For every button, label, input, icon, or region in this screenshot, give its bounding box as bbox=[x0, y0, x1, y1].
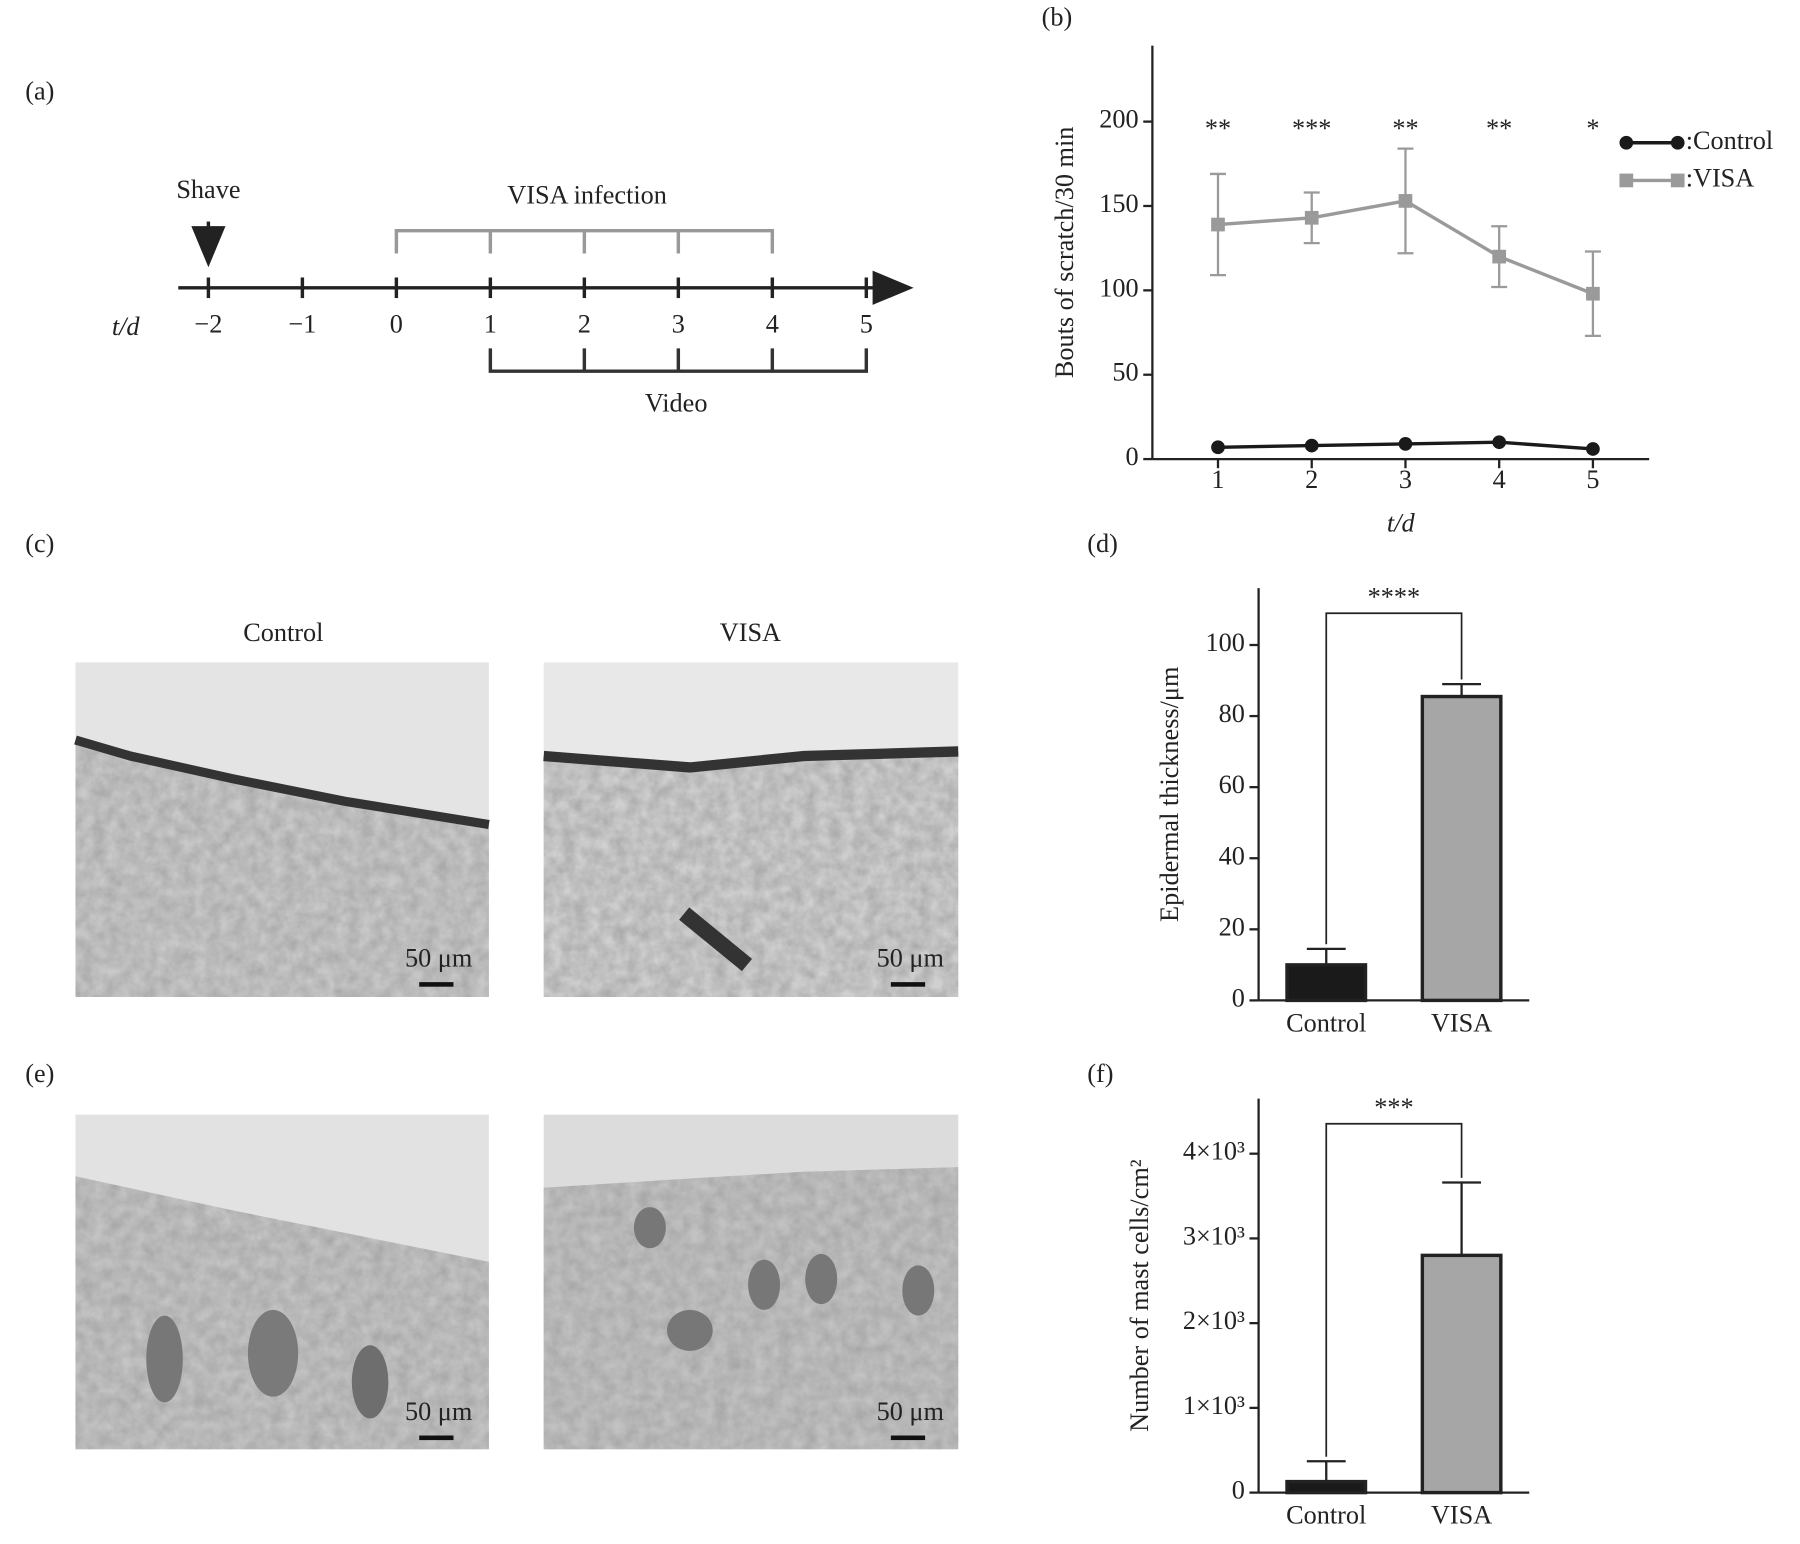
y-axis-label: Bouts of scratch/30 min bbox=[1050, 127, 1079, 379]
tick-label: 1 bbox=[484, 310, 497, 339]
x-tick-label: 5 bbox=[1586, 465, 1599, 494]
micrograph bbox=[74, 662, 490, 997]
bracket bbox=[488, 348, 869, 373]
significance-label: **** bbox=[1368, 583, 1421, 612]
marker bbox=[1211, 217, 1225, 232]
y-tick-label: 100 bbox=[1099, 273, 1138, 302]
significance-label: *** bbox=[1374, 1093, 1413, 1122]
scale-bar-label: 50 μm bbox=[405, 1397, 473, 1426]
y-tick-label: 150 bbox=[1099, 189, 1138, 218]
marker bbox=[1211, 440, 1225, 455]
annotation: ** bbox=[1205, 114, 1231, 143]
y-tick-label: 4×10³ bbox=[1183, 1137, 1245, 1166]
marker bbox=[1586, 286, 1600, 301]
panel-label: (e) bbox=[25, 1059, 54, 1088]
tick-label: 4 bbox=[766, 310, 779, 339]
marker bbox=[1492, 435, 1507, 450]
significance-bracket bbox=[1325, 1122, 1463, 1457]
video-label: Video bbox=[645, 388, 708, 417]
infection-label: VISA infection bbox=[507, 181, 667, 210]
panel-label: (a) bbox=[25, 77, 54, 106]
x-tick-label: 3 bbox=[1399, 465, 1412, 494]
y-tick-label: 1×10³ bbox=[1183, 1391, 1245, 1420]
significance-bracket bbox=[1325, 612, 1463, 945]
panel-label: (f) bbox=[1087, 1059, 1113, 1088]
y-axis-label: Epidermal thickness/μm bbox=[1155, 666, 1184, 922]
panel-label: (c) bbox=[25, 529, 54, 558]
marker bbox=[1304, 210, 1319, 225]
marker bbox=[1492, 249, 1507, 264]
x-tick-label: 2 bbox=[1305, 465, 1318, 494]
shave-label: Shave bbox=[176, 175, 240, 204]
y-tick-label: 0 bbox=[1232, 1476, 1245, 1505]
y-tick-label: 60 bbox=[1219, 770, 1245, 799]
tick-label: 5 bbox=[860, 310, 873, 339]
scale-bar bbox=[890, 1435, 926, 1441]
x-tick-label: 1 bbox=[1211, 465, 1224, 494]
marker bbox=[1398, 437, 1413, 451]
bracket bbox=[394, 228, 775, 254]
y-tick-label: 0 bbox=[1232, 983, 1245, 1012]
scale-bar bbox=[890, 982, 926, 987]
bar bbox=[1420, 1253, 1503, 1495]
y-tick-label: 0 bbox=[1126, 442, 1139, 471]
scale-bar-label: 50 μm bbox=[877, 943, 945, 972]
x-tick-label: VISA bbox=[1431, 1501, 1492, 1530]
y-tick-label: 20 bbox=[1219, 912, 1245, 941]
micrograph bbox=[543, 1114, 959, 1450]
micrograph bbox=[543, 662, 959, 997]
tick-label: −2 bbox=[194, 310, 222, 339]
scale-bar bbox=[419, 982, 454, 987]
tick-label: 3 bbox=[672, 310, 685, 339]
axis-label: t/d bbox=[112, 312, 141, 341]
column-title: Control bbox=[243, 618, 323, 647]
y-tick-label: 3×10³ bbox=[1183, 1221, 1245, 1250]
panel-label: (d) bbox=[1087, 529, 1118, 558]
y-tick-label: 200 bbox=[1099, 105, 1138, 134]
legend-marker bbox=[1670, 173, 1685, 188]
x-tick-label: 4 bbox=[1493, 465, 1506, 494]
scale-bar-label: 50 μm bbox=[405, 943, 473, 972]
column-title: VISA bbox=[720, 618, 781, 647]
marker bbox=[1304, 438, 1319, 453]
x-tick-label: Control bbox=[1286, 1009, 1366, 1038]
scale-bar-label: 50 μm bbox=[877, 1397, 945, 1426]
y-tick-label: 100 bbox=[1206, 628, 1245, 657]
annotation: * bbox=[1586, 114, 1599, 143]
scale-bar bbox=[419, 1435, 454, 1441]
tick-label: 2 bbox=[578, 310, 591, 339]
annotation: *** bbox=[1292, 114, 1331, 143]
x-tick-label: VISA bbox=[1431, 1009, 1492, 1038]
y-axis-label: Number of mast cells/cm² bbox=[1125, 1159, 1154, 1432]
x-axis-label: t/d bbox=[1387, 508, 1416, 537]
micrographs bbox=[74, 662, 959, 1450]
y-tick-label: 50 bbox=[1112, 358, 1138, 387]
marker bbox=[1586, 442, 1600, 456]
tick-label: 0 bbox=[390, 310, 403, 339]
legend-marker bbox=[1670, 135, 1685, 150]
y-tick-label: 80 bbox=[1219, 699, 1245, 728]
legend-label: :VISA bbox=[1686, 163, 1755, 192]
bar bbox=[1420, 694, 1503, 1003]
bar bbox=[1285, 963, 1368, 1003]
legend-marker bbox=[1619, 135, 1634, 150]
panel-label: (b) bbox=[1042, 2, 1073, 31]
micrograph bbox=[75, 1114, 489, 1450]
annotation: ** bbox=[1486, 114, 1512, 143]
marker bbox=[1398, 194, 1413, 208]
x-tick-label: Control bbox=[1286, 1501, 1366, 1530]
legend-label: :Control bbox=[1686, 126, 1774, 155]
bar bbox=[1285, 1479, 1368, 1495]
legend-marker bbox=[1619, 173, 1634, 188]
annotation: ** bbox=[1392, 114, 1418, 143]
y-tick-label: 40 bbox=[1219, 841, 1245, 870]
y-tick-label: 2×10³ bbox=[1183, 1306, 1245, 1335]
tick-label: −1 bbox=[288, 310, 316, 339]
